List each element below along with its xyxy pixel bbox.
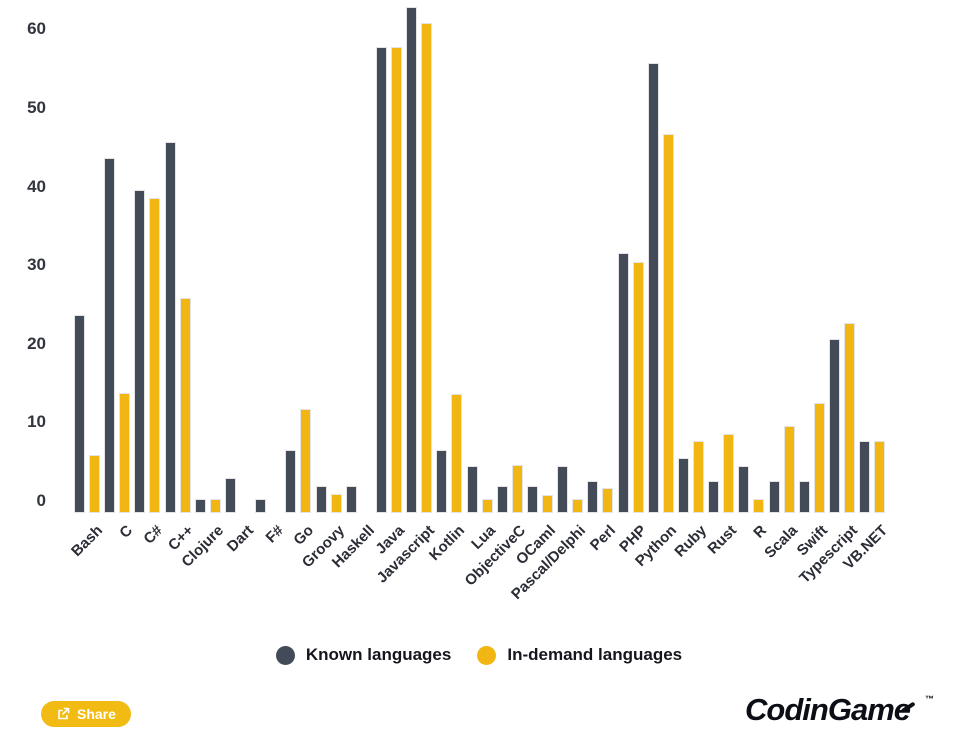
- bar-known-php[interactable]: [618, 253, 629, 513]
- y-tick-label: 60: [27, 19, 46, 39]
- codingame-logo-text: CodinGame: [745, 692, 911, 727]
- bar-known-c[interactable]: [134, 190, 145, 513]
- bar-chart: 0 10 20 30 40 50 60 Bash C C# C++ Clojure Dart F# Go G…: [27, 7, 891, 603]
- bar-known-clojure[interactable]: [195, 499, 206, 513]
- indemand-languages-swatch-icon: [477, 645, 497, 665]
- bar-known-vbnet[interactable]: [859, 441, 870, 513]
- bar-known-javascript[interactable]: [406, 7, 417, 513]
- bar-indemand-objectivec[interactable]: [512, 465, 523, 513]
- bar-indemand-go[interactable]: [300, 409, 311, 513]
- bar-known-rust[interactable]: [708, 481, 719, 513]
- bar-indemand-ruby[interactable]: [693, 441, 704, 513]
- bar-known-typescript[interactable]: [829, 339, 840, 513]
- y-tick-label: 0: [36, 491, 46, 510]
- share-button[interactable]: Share: [41, 701, 131, 727]
- bar-known-c[interactable]: [165, 142, 176, 513]
- bar-indemand-perl[interactable]: [602, 488, 613, 513]
- legend-label: Known languages: [305, 645, 452, 664]
- bar-indemand-bash[interactable]: [89, 455, 100, 513]
- bar-known-go[interactable]: [285, 450, 296, 513]
- bar-indemand-groovy[interactable]: [331, 494, 342, 513]
- bar-known-scala[interactable]: [769, 481, 780, 513]
- y-tick-label: 50: [27, 98, 46, 117]
- bar-indemand-c[interactable]: [149, 198, 160, 513]
- bar-known-pascaldelphi[interactable]: [557, 466, 568, 513]
- bar-known-python[interactable]: [648, 63, 659, 513]
- y-tick-label: 20: [27, 333, 46, 353]
- y-tick-label: 30: [27, 255, 46, 275]
- bar-indemand-python[interactable]: [663, 134, 674, 513]
- bar-known-kotlin[interactable]: [436, 450, 447, 513]
- bar-indemand-javascript[interactable]: [421, 23, 432, 513]
- bar-indemand-php[interactable]: [633, 262, 644, 513]
- bar-indemand-clojure[interactable]: [210, 499, 221, 513]
- bar-known-bash[interactable]: [74, 315, 85, 513]
- bar-known-objectivec[interactable]: [497, 486, 508, 513]
- bar-indemand-java[interactable]: [391, 47, 402, 513]
- legend-item-known[interactable]: Known languages: [275, 645, 452, 665]
- bar-known-haskell[interactable]: [346, 486, 357, 513]
- bar-indemand-swift[interactable]: [814, 403, 825, 513]
- legend-label: In-demand languages: [507, 645, 683, 664]
- bar-indemand-kotlin[interactable]: [451, 394, 462, 513]
- bar-indemand-lua[interactable]: [482, 499, 493, 513]
- bar-indemand-c[interactable]: [180, 298, 191, 513]
- legend-item-indemand[interactable]: In-demand languages: [477, 645, 682, 665]
- bar-indemand-c[interactable]: [119, 393, 130, 513]
- bar-indemand-rust[interactable]: [723, 434, 734, 513]
- bar-known-java[interactable]: [376, 47, 387, 513]
- trademark-symbol: ™: [925, 694, 934, 704]
- y-tick-label: 10: [27, 412, 46, 432]
- y-tick-label: 40: [27, 176, 46, 196]
- bar-known-lua[interactable]: [467, 466, 478, 513]
- bar-indemand-pascaldelphi[interactable]: [572, 499, 583, 513]
- bar-known-r[interactable]: [738, 466, 749, 513]
- bar-indemand-vbnet[interactable]: [874, 441, 885, 513]
- bar-known-dart[interactable]: [225, 478, 236, 513]
- bar-indemand-r[interactable]: [753, 499, 764, 513]
- share-button-label: Share: [77, 706, 116, 722]
- known-languages-swatch-icon: [275, 645, 295, 665]
- bar-known-groovy[interactable]: [316, 486, 327, 513]
- bar-known-swift[interactable]: [799, 481, 810, 513]
- share-icon: [56, 707, 70, 721]
- legend: Known languages In-demand languages: [0, 643, 958, 667]
- bar-indemand-scala[interactable]: [784, 426, 795, 513]
- bar-known-perl[interactable]: [587, 481, 598, 513]
- bar-known-f[interactable]: [255, 499, 266, 513]
- bar-indemand-ocaml[interactable]: [542, 495, 553, 513]
- bar-known-ocaml[interactable]: [527, 486, 538, 513]
- codingame-logo[interactable]: CodinGame ™: [745, 692, 934, 732]
- bar-indemand-typescript[interactable]: [844, 323, 855, 513]
- bar-known-c[interactable]: [104, 158, 115, 513]
- bar-known-ruby[interactable]: [678, 458, 689, 513]
